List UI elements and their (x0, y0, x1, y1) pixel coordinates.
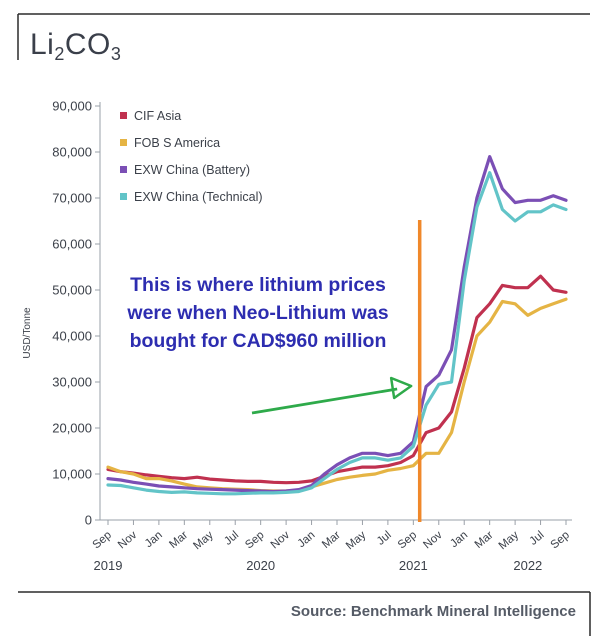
annotation-line-3: bought for CAD$960 million (130, 330, 387, 352)
series-line-3 (106, 155, 568, 494)
x-tick-label: Sep (243, 529, 266, 551)
legend-label-3: EXW China (Battery) (134, 163, 250, 177)
x-tick-label: May (497, 529, 522, 552)
y-axis-title: USD/Tonne (22, 307, 33, 359)
x-tick-label: Nov (116, 529, 140, 551)
x-year-label: 2022 (513, 558, 542, 573)
x-tick-label: Jan (143, 529, 165, 550)
series-line-2 (106, 297, 568, 493)
plot-area: 0 10,000 20,000 30,000 40,000 50,000 60,000 70,… (22, 99, 572, 573)
legend-label-4: EXW China (Technical) (134, 190, 263, 204)
y-tick-label: 30,000 (52, 375, 92, 390)
chart-title: Li2CO3 (30, 28, 122, 64)
y-tick-label: 40,000 (52, 329, 92, 344)
x-tick-label: Jul (222, 529, 241, 548)
x-tick-label: Nov (421, 529, 445, 551)
legend-swatch-4 (120, 193, 127, 200)
y-tick-label: 70,000 (52, 191, 92, 206)
series-line-4 (106, 171, 568, 496)
y-tick-label: 80,000 (52, 145, 92, 160)
legend-swatch-3 (120, 166, 127, 173)
x-tick-label: Sep (396, 529, 419, 551)
legend-label-2: FOB S America (134, 136, 220, 150)
legend-swatch-2 (120, 139, 127, 146)
x-year-label: 2019 (94, 558, 123, 573)
x-tick-label: Jul (528, 529, 547, 548)
x-year-label: 2021 (399, 558, 428, 573)
x-tick-label: Sep (91, 529, 114, 551)
y-tick-label: 20,000 (52, 421, 92, 436)
x-tick-label: Jan (448, 529, 470, 550)
x-tick-label: Nov (269, 529, 293, 551)
legend-swatch-1 (120, 112, 127, 119)
x-tick-label: Jan (296, 529, 318, 550)
series-line-1 (106, 274, 568, 485)
y-tick-label: 0 (85, 513, 92, 528)
annotation-line-2: were when Neo-Lithium was (126, 302, 388, 324)
annotation-arrow-head (389, 376, 413, 400)
x-tick-label: Mar (167, 529, 190, 551)
source-note: Source: Benchmark Mineral Intelligence (290, 603, 576, 620)
annotation-line-1: This is where lithium prices (130, 274, 386, 296)
annotation-arrow-shaft (251, 387, 398, 415)
x-tick-label: Sep (549, 529, 572, 551)
x-tick-label: May (344, 529, 369, 552)
legend-label-1: CIF Asia (134, 109, 181, 123)
y-tick-label: 90,000 (52, 99, 92, 114)
y-tick-label: 50,000 (52, 283, 92, 298)
y-tick-label: 10,000 (52, 467, 92, 482)
x-tick-label: Mar (473, 529, 496, 551)
x-tick-label: Jul (375, 529, 394, 548)
x-year-label: 2020 (246, 558, 275, 573)
x-tick-label: Mar (320, 529, 343, 551)
x-tick-label: May (191, 529, 216, 552)
y-tick-label: 60,000 (52, 237, 92, 252)
